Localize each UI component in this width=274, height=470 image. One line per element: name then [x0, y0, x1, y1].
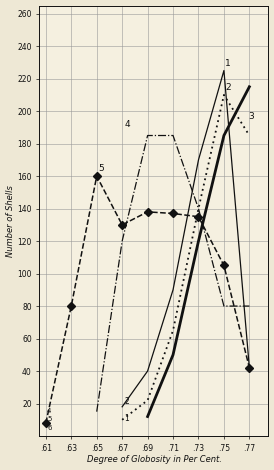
Text: 4: 4 [47, 408, 52, 414]
Text: 4: 4 [125, 120, 130, 129]
Y-axis label: Number of Shells: Number of Shells [5, 185, 15, 257]
Text: 5: 5 [47, 416, 52, 423]
Text: 3: 3 [248, 112, 254, 121]
Text: 1: 1 [125, 415, 129, 423]
Text: 5: 5 [98, 164, 104, 173]
X-axis label: Degree of Globosity in Per Cent.: Degree of Globosity in Per Cent. [87, 455, 221, 464]
Text: 6: 6 [47, 424, 52, 431]
Text: 2: 2 [125, 397, 129, 406]
Text: 2: 2 [225, 83, 231, 92]
Text: 1: 1 [225, 59, 231, 68]
